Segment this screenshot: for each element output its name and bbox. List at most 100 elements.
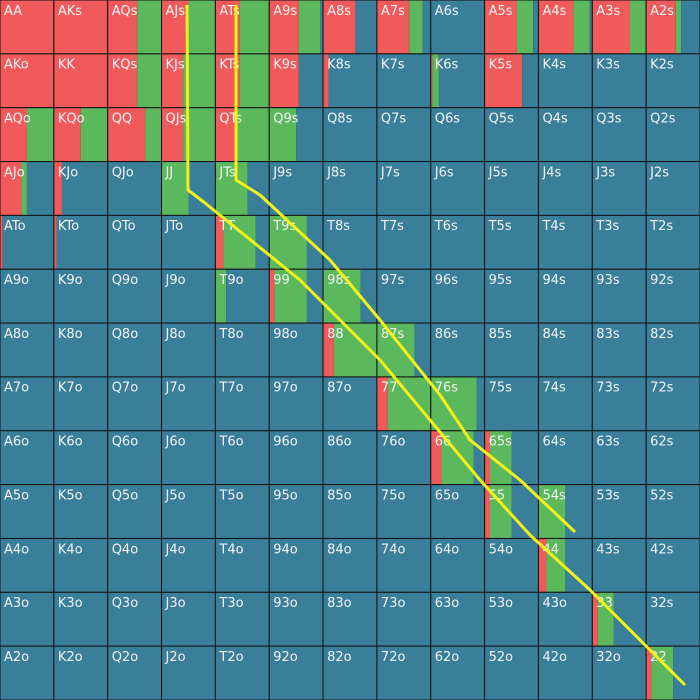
hand-label: QTo [112, 219, 136, 234]
hand-label: JTo [165, 219, 184, 234]
mix-segment [592, 0, 630, 54]
hand-label: 87o [327, 381, 352, 396]
hand-label: 94s [542, 273, 566, 288]
mix-segment [323, 269, 361, 324]
mix-segment [296, 107, 324, 162]
mix-segment [161, 592, 216, 647]
hand-label: 74o [381, 542, 406, 557]
mix-segment [161, 269, 216, 324]
hand-label: 32s [650, 596, 674, 611]
hand-label: K9s [273, 58, 297, 73]
mix-segment [538, 107, 593, 162]
mix-segment [592, 646, 647, 700]
hand-label: 77 [381, 381, 398, 396]
hand-label: 65s [489, 435, 513, 450]
hand-label: QTs [219, 111, 242, 126]
mix-segment [484, 538, 539, 593]
mix-segment [430, 538, 485, 593]
mix-segment [226, 269, 270, 324]
hand-label: T2o [218, 650, 243, 665]
mix-segment [430, 0, 485, 54]
mix-segment [269, 646, 324, 700]
mix-segment [592, 323, 647, 377]
hand-label: 96o [273, 435, 298, 450]
drawn-line [234, 5, 577, 534]
mix-segment [681, 0, 700, 54]
mix-segment [0, 107, 27, 162]
hand-label: 85s [489, 327, 513, 342]
hand-label: T7o [218, 381, 243, 396]
mix-segment [376, 53, 431, 108]
mix-segment [430, 107, 485, 162]
hand-label: J6o [165, 435, 186, 450]
mix-segment [269, 161, 324, 216]
hand-label: T8s [326, 219, 350, 234]
mix-segment [646, 269, 700, 324]
mix-segment [306, 215, 324, 270]
hand-label: A5o [4, 488, 29, 503]
hand-label: T4o [218, 542, 243, 557]
mix-segment [269, 0, 299, 54]
mix-segment [215, 161, 248, 216]
hand-label: K7s [381, 58, 405, 73]
hand-label: T6s [434, 219, 458, 234]
mix-segment [430, 376, 477, 431]
mix-segment [646, 376, 700, 431]
mix-segment [484, 376, 539, 431]
mix-segment [592, 107, 647, 162]
mix-segment [323, 646, 377, 700]
hand-label: 63o [435, 596, 460, 611]
mix-segment [484, 53, 523, 108]
hand-label: Q9o [112, 273, 139, 288]
mix-segment [56, 215, 108, 270]
hand-label: 52o [489, 650, 514, 665]
hand-label: 96s [435, 273, 459, 288]
mix-segment [589, 0, 593, 54]
hand-label: 63s [596, 435, 620, 450]
hand-label: Q8s [327, 111, 353, 126]
hand-label: T8o [218, 327, 243, 342]
mix-segment [107, 0, 138, 54]
hand-label: K8s [327, 58, 351, 73]
hand-label: J6s [434, 165, 454, 180]
mix-segment [630, 0, 647, 54]
hand-label: KQo [58, 111, 85, 126]
mix-segment [538, 430, 593, 485]
hand-label: K4o [58, 542, 83, 557]
hand-label: 54o [489, 542, 514, 557]
hand-label: KK [58, 58, 76, 73]
mix-segment [215, 215, 224, 270]
hand-label: K2s [650, 58, 674, 73]
hand-label: QQ [112, 111, 132, 126]
mix-segment [0, 53, 54, 108]
mix-segment [215, 484, 270, 539]
mix-segment [376, 269, 431, 324]
hand-label: 86s [435, 327, 459, 342]
mix-segment [2, 215, 54, 270]
mix-segment [215, 107, 237, 162]
hand-label: AA [4, 4, 22, 19]
mix-segment [107, 161, 162, 216]
mix-segment [161, 646, 216, 700]
mix-segment [538, 323, 593, 377]
mix-segment [161, 215, 216, 270]
mix-segment [61, 161, 108, 216]
mix-segment [269, 269, 275, 324]
hand-label: Q6o [112, 435, 139, 450]
mix-segment [592, 161, 647, 216]
hand-label: 65o [435, 488, 460, 503]
hand-label: 73o [381, 596, 406, 611]
mix-segment [430, 215, 485, 270]
hand-label: 98o [273, 327, 298, 342]
hand-label: J7o [165, 381, 186, 396]
hand-label: 86o [327, 435, 352, 450]
mix-segment [387, 376, 431, 431]
mix-segment [161, 376, 216, 431]
mix-segment [597, 592, 614, 647]
mix-segment [53, 53, 108, 108]
hand-label: 84o [327, 542, 352, 557]
mix-segment [538, 592, 593, 647]
mix-segment [323, 592, 377, 647]
mix-segment [522, 53, 539, 108]
